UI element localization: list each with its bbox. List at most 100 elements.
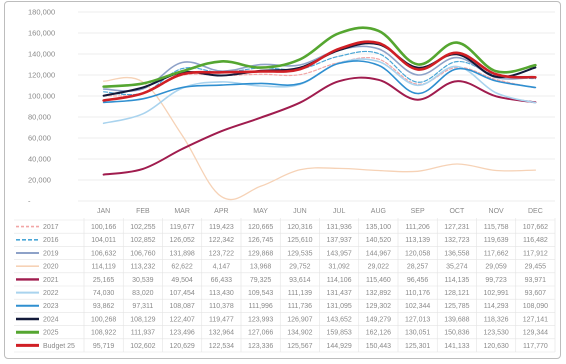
data-label: 144,929	[326, 343, 351, 350]
legend-label-2023: 2023	[43, 303, 59, 310]
y-tick-label: 180,000	[28, 8, 55, 17]
data-label: 114,135	[444, 277, 469, 284]
data-label: 119,677	[170, 224, 195, 231]
series-line-2023	[102, 60, 537, 104]
legend-label-2024: 2024	[43, 316, 59, 323]
legend-label-budget-25: Budget 25	[43, 343, 75, 350]
data-label: 127,141	[523, 316, 548, 323]
series-line-2019	[102, 45, 537, 92]
data-label: 29,752	[289, 264, 311, 271]
data-label: 123,722	[209, 250, 234, 257]
data-label: 150,443	[366, 343, 391, 350]
y-tick-label: 60,000	[28, 134, 51, 143]
data-label: 131,095	[326, 303, 351, 310]
data-label: 102,991	[483, 290, 508, 297]
x-tick-label: MAY	[253, 208, 268, 215]
data-label: 49,504	[171, 277, 193, 284]
data-label: 97,311	[132, 303, 153, 310]
data-label: 128,121	[444, 290, 469, 297]
data-label: 108,129	[130, 316, 155, 323]
data-label: 4,147	[213, 264, 231, 271]
data-label: 28,257	[407, 264, 429, 271]
data-label: 114,293	[484, 303, 509, 310]
data-label: 30,539	[132, 277, 154, 284]
series-line-2021	[102, 76, 537, 176]
legend-label-2019: 2019	[43, 250, 59, 257]
data-label: 130,051	[405, 330, 430, 337]
data-label: 120,629	[169, 343, 194, 350]
data-label: 108,087	[169, 303, 194, 310]
y-tick-label: 80,000	[28, 113, 51, 122]
data-label: 123,993	[248, 316, 273, 323]
data-label: 162,126	[366, 330, 391, 337]
data-label: 107,662	[523, 224, 548, 231]
series-lines	[102, 26, 537, 201]
data-label: 93,614	[289, 277, 311, 284]
data-label: 111,937	[131, 330, 155, 337]
y-tick-label: 20,000	[28, 176, 51, 185]
legend-label-2020: 2020	[43, 264, 59, 271]
data-label: 95,719	[93, 343, 115, 350]
data-label: 119,639	[484, 237, 509, 244]
data-label: 117,912	[523, 250, 548, 257]
data-label: 123,530	[483, 330, 508, 337]
data-label: 120,630	[483, 343, 508, 350]
data-label: 111,996	[248, 303, 272, 310]
data-label: 149,279	[366, 316, 391, 323]
legend-label-2017: 2017	[43, 224, 59, 231]
data-label: 150,836	[444, 330, 469, 337]
data-label: 106,632	[91, 250, 116, 257]
data-label: 108,090	[523, 303, 548, 310]
y-tick-label: 120,000	[28, 71, 55, 80]
data-label: 129,344	[523, 330, 548, 337]
data-label: 131,437	[326, 290, 351, 297]
data-label: 125,785	[444, 303, 469, 310]
data-label: 132,892	[366, 290, 391, 297]
data-label: 113,232	[130, 264, 155, 271]
y-tick-label: 40,000	[28, 155, 51, 164]
data-label: 141,133	[444, 343, 469, 350]
data-label: 131,898	[169, 250, 194, 257]
data-label: 102,255	[130, 224, 155, 231]
x-tick-label: SEP	[411, 208, 425, 215]
data-label: 113,139	[405, 237, 430, 244]
data-label: 122,407	[169, 316, 194, 323]
data-label: 125,301	[405, 343, 430, 350]
data-label: 123,496	[169, 330, 194, 337]
data-label: 62,622	[171, 264, 193, 271]
data-label: 100,268	[91, 316, 116, 323]
legend-label-2022: 2022	[43, 290, 59, 297]
data-label: 113,430	[209, 290, 234, 297]
x-tick-label: AUG	[371, 208, 386, 215]
data-label: 127,013	[405, 316, 430, 323]
series-line-2025	[102, 26, 537, 88]
data-label: 129,868	[248, 250, 273, 257]
legend-label-2016: 2016	[43, 237, 59, 244]
data-label: 104,011	[91, 237, 116, 244]
x-tick-label: FEB	[136, 208, 150, 215]
legend-label-2021: 2021	[43, 277, 59, 284]
data-label: 140,520	[366, 237, 391, 244]
data-label: 126,745	[248, 237, 273, 244]
data-label: 159,853	[326, 330, 351, 337]
data-label: 96,456	[407, 277, 429, 284]
y-axis-ticks: 180,000 160,000 140,000 120,000 100,000 80,00…	[28, 8, 55, 206]
x-tick-label: APR	[214, 208, 228, 215]
y-tick-label: 160,000	[28, 29, 55, 38]
data-label: 99,723	[485, 277, 507, 284]
data-label: 126,052	[169, 237, 194, 244]
data-label: 132,723	[444, 237, 469, 244]
data-label: 122,534	[209, 343, 234, 350]
data-label: 119,477	[209, 316, 234, 323]
data-label: 115,460	[366, 277, 391, 284]
x-tick-label: DEC	[528, 208, 543, 215]
data-label: 122,342	[209, 237, 234, 244]
data-label: 120,665	[248, 224, 273, 231]
data-label: 127,066	[248, 330, 273, 337]
data-label: 110,378	[209, 303, 234, 310]
x-tick-label: JAN	[97, 208, 110, 215]
data-label: 131,936	[326, 224, 351, 231]
x-tick-label: MAR	[174, 208, 190, 215]
data-label: 107,454	[169, 290, 194, 297]
